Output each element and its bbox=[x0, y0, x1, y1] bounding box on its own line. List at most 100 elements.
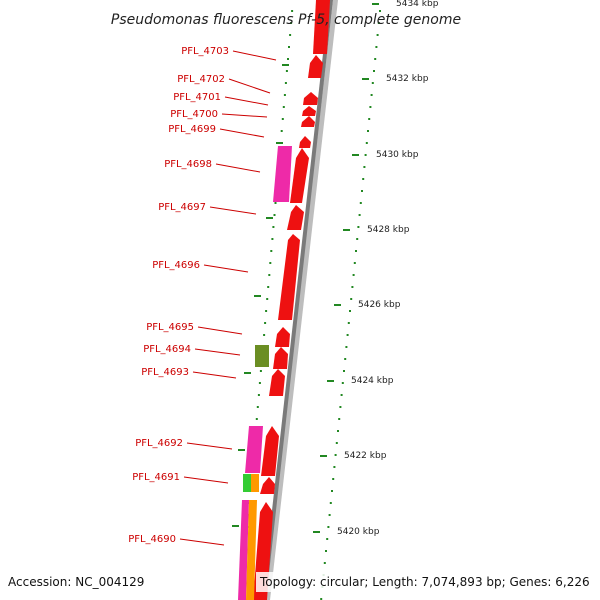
outer-tick bbox=[334, 454, 337, 456]
outer-tick bbox=[364, 154, 367, 156]
outer-tick bbox=[374, 58, 377, 60]
gene-arrow-4694 bbox=[273, 347, 288, 369]
gene-label[interactable]: PFL_4692 bbox=[135, 438, 183, 449]
gene-features bbox=[238, 0, 330, 600]
gene-arrow-4701 bbox=[302, 106, 316, 116]
outer-tick bbox=[339, 406, 342, 408]
outer-tick bbox=[368, 118, 371, 120]
outer-tick bbox=[331, 490, 333, 492]
outer-tick bbox=[375, 46, 378, 48]
map-title: Pseudomonas fluorescens Pf-5, complete g… bbox=[111, 12, 461, 28]
outer-tick bbox=[350, 298, 353, 300]
outer-tick bbox=[340, 394, 343, 396]
inner-tick bbox=[287, 58, 289, 60]
outer-tick bbox=[346, 334, 349, 336]
gene-label[interactable]: PFL_4696 bbox=[152, 260, 200, 271]
outer-tick bbox=[345, 346, 348, 348]
outer-tick bbox=[327, 526, 330, 528]
gene-leader-line bbox=[228, 78, 271, 94]
inner-tick bbox=[257, 394, 260, 396]
outer-tick bbox=[352, 274, 355, 276]
outer-tick bbox=[369, 106, 372, 108]
feature-magenta-4692 bbox=[245, 426, 263, 473]
gene-leader-line bbox=[192, 371, 237, 379]
outer-tick bbox=[333, 466, 336, 468]
gene-arrow-4699 bbox=[299, 136, 311, 148]
kbp-major-tick bbox=[372, 3, 379, 5]
topology-text: Topology: circular; Length: 7,074,893 bp… bbox=[259, 575, 590, 589]
feature-magenta-4690 bbox=[238, 500, 249, 600]
inner-tick bbox=[290, 22, 293, 24]
gene-arrow-4693 bbox=[269, 369, 285, 396]
inner-tick bbox=[285, 70, 288, 72]
outer-tick bbox=[320, 598, 323, 600]
feature-orange-4691 bbox=[251, 474, 259, 492]
outer-tick bbox=[335, 442, 338, 444]
outer-tick bbox=[338, 418, 341, 420]
feature-orange-4690 bbox=[246, 500, 257, 600]
outer-tick bbox=[367, 130, 369, 132]
inner-major-tick bbox=[244, 372, 251, 374]
outer-tick bbox=[347, 322, 350, 324]
gene-label[interactable]: PFL_4691 bbox=[132, 472, 180, 483]
outer-ticks bbox=[320, 10, 381, 600]
gene-label[interactable]: PFL_4695 bbox=[146, 322, 194, 333]
kbp-label: 5420 kbp bbox=[337, 527, 380, 537]
inner-tick bbox=[281, 118, 284, 120]
gene-label[interactable]: PFL_4690 bbox=[128, 534, 176, 545]
gene-label[interactable]: PFL_4694 bbox=[143, 344, 191, 355]
inner-major-tick bbox=[276, 142, 283, 144]
outer-tick bbox=[332, 478, 335, 480]
gene-arrow-4695 bbox=[275, 327, 290, 347]
kbp-label: 5424 kbp bbox=[351, 376, 394, 386]
inner-tick bbox=[291, 10, 294, 12]
outer-tick bbox=[359, 202, 362, 204]
gene-arrow-4703-b bbox=[308, 55, 323, 78]
outer-tick bbox=[355, 250, 357, 252]
inner-major-tick bbox=[232, 525, 239, 527]
gene-leader-line bbox=[221, 113, 268, 118]
outer-tick bbox=[361, 190, 363, 192]
outer-tick bbox=[337, 430, 339, 432]
kbp-major-tick bbox=[352, 154, 359, 156]
inner-tick bbox=[265, 310, 268, 312]
outer-tick bbox=[356, 238, 359, 240]
inner-tick bbox=[268, 274, 271, 276]
gene-label[interactable]: PFL_4697 bbox=[158, 202, 206, 213]
accession-text: Accession: NC_004129 bbox=[8, 575, 144, 589]
gene-label[interactable]: PFL_4700 bbox=[170, 109, 218, 120]
inner-tick bbox=[266, 298, 269, 300]
inner-tick bbox=[274, 202, 277, 204]
backbone bbox=[262, 0, 333, 600]
inner-tick bbox=[273, 214, 276, 216]
inner-tick bbox=[271, 238, 274, 240]
inner-tick bbox=[280, 130, 283, 132]
gene-arrow-4700 bbox=[301, 116, 315, 127]
kbp-label: 5430 kbp bbox=[376, 150, 419, 160]
inner-tick bbox=[255, 418, 258, 420]
gene-label[interactable]: PFL_4693 bbox=[141, 367, 189, 378]
gene-label[interactable]: PFL_4699 bbox=[168, 124, 216, 135]
inner-tick bbox=[259, 370, 262, 372]
outer-tick bbox=[353, 262, 356, 264]
outer-tick bbox=[362, 178, 365, 180]
feature-olive-4694 bbox=[255, 345, 269, 367]
gene-label[interactable]: PFL_4698 bbox=[164, 159, 212, 170]
outer-tick bbox=[349, 310, 351, 312]
gene-label[interactable]: PFL_4701 bbox=[173, 92, 221, 103]
inner-tick bbox=[282, 106, 285, 108]
gene-label[interactable]: PFL_4703 bbox=[181, 46, 229, 57]
inner-tick bbox=[269, 262, 272, 264]
outer-tick bbox=[370, 94, 373, 96]
inner-tick bbox=[272, 226, 275, 228]
inner-major-tick bbox=[266, 217, 273, 219]
gene-label[interactable]: PFL_4702 bbox=[177, 74, 225, 85]
outer-tick bbox=[377, 22, 380, 24]
gene-leader-line bbox=[203, 264, 249, 273]
kbp-major-tick bbox=[327, 380, 334, 382]
feature-green-4691 bbox=[243, 474, 251, 492]
gene-leader-line bbox=[224, 96, 269, 106]
kbp-label: 5428 kbp bbox=[367, 225, 410, 235]
kbp-major-tick bbox=[343, 229, 350, 231]
outer-tick bbox=[363, 166, 366, 168]
